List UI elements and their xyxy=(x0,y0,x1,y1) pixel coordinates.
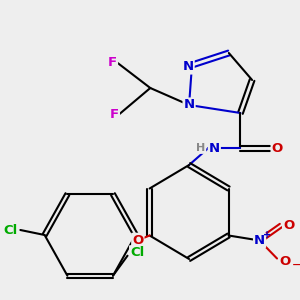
Text: +: + xyxy=(263,230,272,239)
Text: N: N xyxy=(209,142,220,154)
Text: N: N xyxy=(184,98,195,112)
Text: H: H xyxy=(196,143,205,153)
Text: O: O xyxy=(279,255,290,268)
Text: N: N xyxy=(254,234,265,247)
Text: F: F xyxy=(108,56,117,68)
Text: Cl: Cl xyxy=(130,246,144,259)
Text: O: O xyxy=(132,234,143,247)
Text: −: − xyxy=(292,260,300,269)
Text: N: N xyxy=(182,61,194,74)
Text: O: O xyxy=(283,219,294,232)
Text: F: F xyxy=(110,109,119,122)
Text: O: O xyxy=(272,142,283,154)
Text: Cl: Cl xyxy=(4,224,18,236)
